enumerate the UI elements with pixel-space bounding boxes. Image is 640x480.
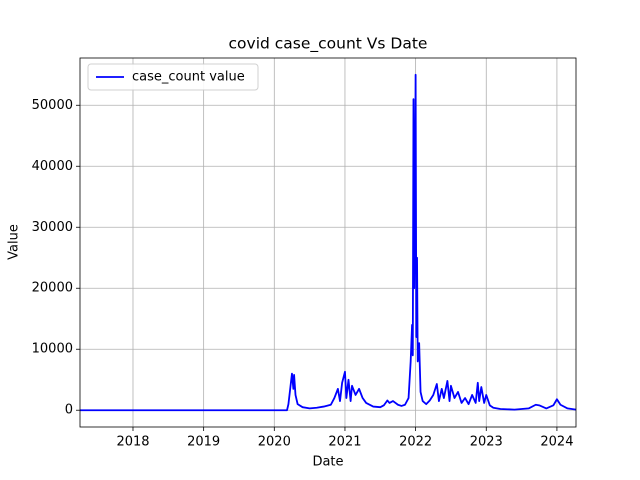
x-tick-label: 2024: [540, 435, 573, 450]
y-tick-label: 40000: [32, 159, 73, 174]
x-tick-label: 2018: [116, 435, 149, 450]
x-tick-label: 2023: [470, 435, 503, 450]
x-tick-label: 2020: [258, 435, 291, 450]
legend-box: [87, 63, 259, 91]
y-tick-label: 30000: [32, 220, 73, 235]
y-tick-label: 50000: [32, 98, 73, 113]
x-tick-label: 2021: [328, 435, 361, 450]
plot-frame: [79, 57, 577, 428]
x-tick-label: 2019: [187, 435, 220, 450]
data-line: [80, 73, 577, 412]
y-tick-label: 0: [65, 403, 73, 418]
chart-title: covid case_count Vs Date: [229, 35, 428, 54]
y-axis-label: Value: [7, 224, 22, 260]
y-tick-label: 20000: [32, 281, 73, 296]
y-tick-label: 10000: [32, 342, 73, 357]
x-tick-label: 2022: [399, 435, 432, 450]
legend-label: case_count value: [132, 70, 245, 85]
x-axis-label: Date: [312, 455, 343, 470]
